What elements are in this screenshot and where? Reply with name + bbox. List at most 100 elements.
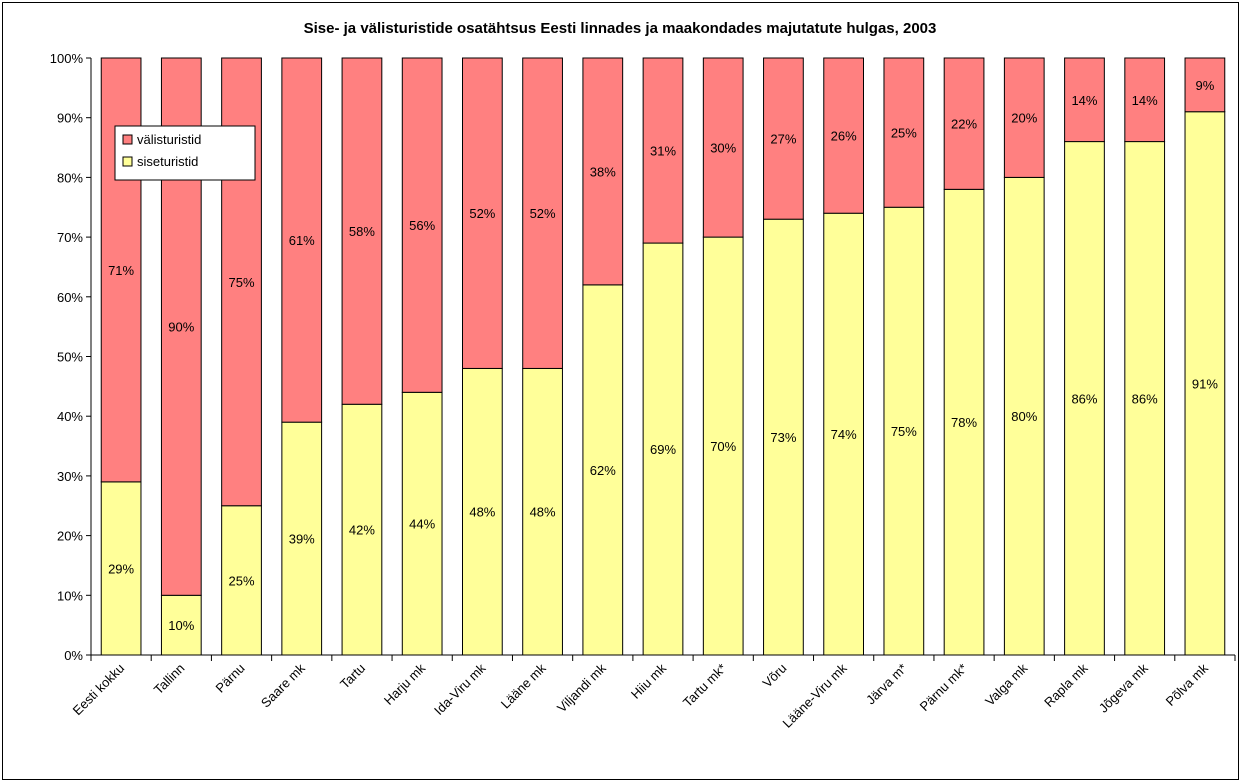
bar-segment-siseturistid xyxy=(401,391,443,656)
bar-segment-välisturistid xyxy=(281,57,323,423)
data-label: 14% xyxy=(1071,93,1097,108)
bar-segment-välisturistid xyxy=(702,57,744,238)
bar-segment-siseturistid xyxy=(1003,176,1045,656)
bar-segment-siseturistid xyxy=(100,481,142,656)
y-tick-label: 80% xyxy=(57,170,83,185)
plot-area: 0% 10% 20% 30% 40% 50% 60% 70% 80% 90% 100% 29% 71% E… xyxy=(50,51,1236,731)
data-label: 56% xyxy=(409,218,435,233)
bar-segment-siseturistid xyxy=(221,505,262,656)
bar-segment-siseturistid xyxy=(883,206,925,656)
data-label: 20% xyxy=(1011,111,1037,126)
bar-segment-siseturistid xyxy=(1124,141,1166,656)
data-label: 73% xyxy=(770,430,796,445)
y-tick-label: 90% xyxy=(57,111,83,126)
x-tick-label: Võru xyxy=(760,661,790,691)
data-label: 75% xyxy=(891,424,917,439)
bar-segment-välisturistid xyxy=(642,57,684,244)
chart-title: Sise- ja välisturistide osatähtsus Eesti… xyxy=(304,20,937,37)
bar-segment-välisturistid xyxy=(1003,57,1045,178)
bar-segment-välisturistid xyxy=(823,57,865,214)
y-tick-label: 20% xyxy=(57,529,83,544)
data-label: 14% xyxy=(1132,93,1158,108)
bar-segment-välisturistid xyxy=(401,57,443,393)
x-tick-label: Eesti kokku xyxy=(70,661,128,719)
data-label: 91% xyxy=(1192,376,1218,391)
y-tick-label: 30% xyxy=(57,469,83,484)
bar-segment-välisturistid xyxy=(1124,57,1166,143)
bar-segment-välisturistid xyxy=(1064,57,1105,143)
data-label: 80% xyxy=(1011,409,1037,424)
data-label: 38% xyxy=(590,164,616,179)
bar-segment-välisturistid xyxy=(763,57,804,220)
bar-segment-siseturistid xyxy=(702,236,744,656)
bar-segment-välisturistid xyxy=(1184,57,1226,113)
data-label: 74% xyxy=(831,427,857,442)
data-label: 75% xyxy=(229,275,255,290)
bar-segment-välisturistid xyxy=(943,57,985,190)
bar-segment-välisturistid xyxy=(461,57,503,369)
y-tick-label: 70% xyxy=(57,230,83,245)
legend-swatch xyxy=(122,156,133,167)
x-tick-label: Järva m* xyxy=(863,661,910,708)
data-label: 52% xyxy=(530,206,556,221)
y-tick-label: 10% xyxy=(57,588,83,603)
data-label: 70% xyxy=(710,439,736,454)
bar-segment-siseturistid xyxy=(823,212,865,656)
data-label: 30% xyxy=(710,141,736,156)
data-label: 48% xyxy=(530,505,556,520)
data-label: 48% xyxy=(469,505,495,520)
bar-segment-siseturistid xyxy=(943,188,985,656)
x-tick-label: Valga mk xyxy=(982,660,1031,709)
bar-segment-siseturistid xyxy=(642,242,684,656)
data-label: 78% xyxy=(951,415,977,430)
data-label: 69% xyxy=(650,442,676,457)
y-tick-label: 100% xyxy=(50,51,84,66)
x-tick-label: Tartu xyxy=(337,661,368,692)
data-label: 31% xyxy=(650,144,676,159)
data-label: 86% xyxy=(1071,391,1097,406)
data-label: 26% xyxy=(831,129,857,144)
bar-segment-välisturistid xyxy=(341,57,383,405)
x-tick-label: Tallinn xyxy=(151,661,188,698)
legend-box xyxy=(114,125,256,181)
legend-label: siseturistid xyxy=(137,154,198,169)
x-tick-label: Pärnu mk* xyxy=(917,661,971,715)
x-tick-label: Jõgeva mk xyxy=(1096,660,1151,715)
data-label: 52% xyxy=(469,206,495,221)
x-tick-label: Pärnu xyxy=(213,661,248,696)
y-tick-label: 60% xyxy=(57,290,83,305)
data-label: 90% xyxy=(168,320,194,335)
x-tick-label: Hiiu mk xyxy=(628,660,670,702)
bar-segment-välisturistid xyxy=(582,57,624,286)
y-tick-label: 50% xyxy=(57,350,83,365)
y-tick-label: 0% xyxy=(64,648,83,663)
x-tick-label: Lääne mk xyxy=(498,660,549,711)
data-label: 58% xyxy=(349,224,375,239)
bar-segment-siseturistid xyxy=(582,284,624,656)
data-label: 25% xyxy=(229,573,255,588)
bar-segment-välisturistid xyxy=(522,57,563,369)
data-label: 25% xyxy=(891,126,917,141)
x-tick-label: Saare mk xyxy=(258,660,308,710)
data-label: 22% xyxy=(951,117,977,132)
bar-segment-siseturistid xyxy=(1184,111,1226,656)
legend-swatch xyxy=(122,134,133,145)
bar-segment-välisturistid xyxy=(883,57,925,208)
y-tick-label: 40% xyxy=(57,409,83,424)
data-label: 39% xyxy=(289,532,315,547)
x-tick-label: Põlva mk xyxy=(1163,660,1212,709)
data-label: 10% xyxy=(168,618,194,633)
legend: välisturistid siseturistid xyxy=(114,125,256,181)
data-label: 9% xyxy=(1195,78,1214,93)
x-tick-label: Rapla mk xyxy=(1041,660,1091,710)
data-label: 42% xyxy=(349,523,375,538)
x-tick-label: Tartu mk* xyxy=(680,661,729,710)
data-label: 71% xyxy=(108,263,134,278)
data-label: 44% xyxy=(409,517,435,532)
data-label: 61% xyxy=(289,233,315,248)
x-tick-label: Lääne-Viru mk xyxy=(780,660,851,731)
data-label: 86% xyxy=(1132,391,1158,406)
legend-label: välisturistid xyxy=(137,132,201,147)
x-tick-label: Harju mk xyxy=(381,660,429,708)
